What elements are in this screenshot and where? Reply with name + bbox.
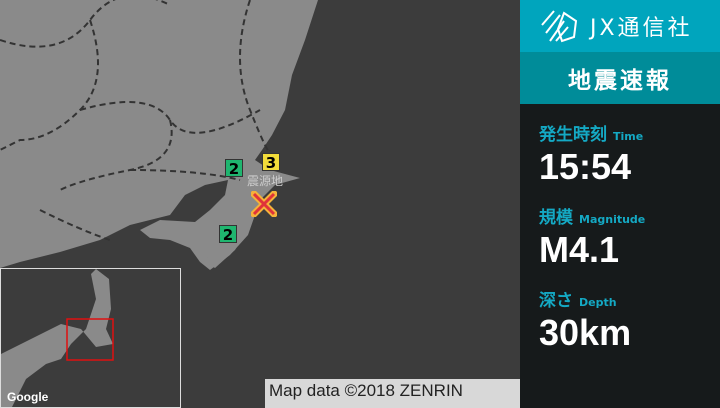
magnitude-section: 規模 Magnitude M4.1 <box>520 203 720 270</box>
time-label-en: Time <box>613 130 644 143</box>
depth-value: 30km <box>539 312 632 353</box>
brand-header: JX通信社 <box>520 0 720 52</box>
panel-title: 地震速報 <box>520 52 720 104</box>
brand-name: JX通信社 <box>590 16 693 41</box>
depth-label: 深さ <box>539 291 573 311</box>
boso-peninsula <box>205 175 262 268</box>
intensity-badge: 3 <box>262 153 280 172</box>
prefecture-borders <box>0 0 271 241</box>
map-attribution: Map data ©2018 ZENRIN <box>265 379 520 408</box>
depth-label-en: Depth <box>579 296 617 309</box>
magnitude-label-en: Magnitude <box>579 213 646 226</box>
magnitude-label: 規模 <box>539 208 573 228</box>
magnitude-value: M4.1 <box>539 229 620 270</box>
jx-logo-icon <box>541 10 578 43</box>
time-value: 15:54 <box>539 146 632 187</box>
intensity-badge: 2 <box>219 225 237 244</box>
intensity-badge: 2 <box>225 159 243 178</box>
time-label: 発生時刻 <box>539 125 607 145</box>
depth-section: 深さ Depth 30km <box>520 286 720 353</box>
viewport-rect <box>66 318 114 361</box>
overview-map[interactable] <box>0 268 181 408</box>
info-panel: JX通信社 地震速報 発生時刻 Time 15:54 規模 Magnitude M4… <box>520 0 720 408</box>
epicenter-label: 震源地 <box>247 174 284 188</box>
google-logo: Google <box>7 390 49 404</box>
epicenter-icon <box>251 191 277 217</box>
time-section: 発生時刻 Time 15:54 <box>520 120 720 187</box>
